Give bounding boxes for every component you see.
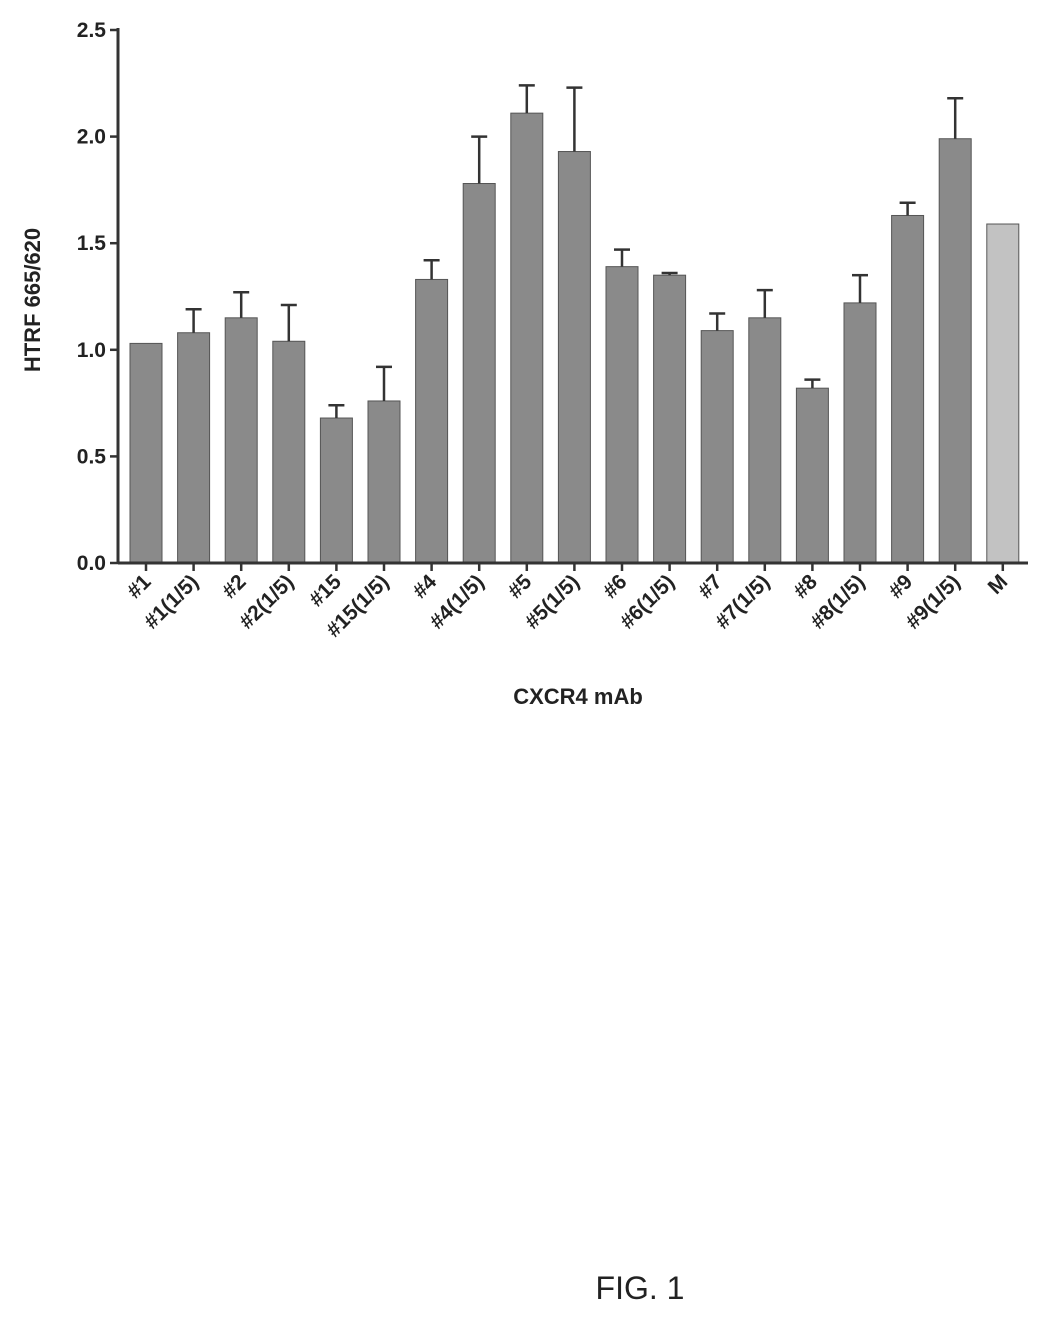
bar <box>510 112 544 564</box>
y-tick-label: 0.5 <box>77 445 107 468</box>
x-tick-label: #9(1/5) <box>901 570 964 633</box>
x-tick-label: #7(1/5) <box>711 570 774 633</box>
x-tick-label: #7 <box>694 570 727 603</box>
y-axis-title: HTRF 665/620 <box>20 228 45 372</box>
bar <box>653 274 687 564</box>
x-tick-label: #2 <box>218 570 251 603</box>
bar <box>795 387 829 564</box>
x-tick-label: #1(1/5) <box>140 570 203 633</box>
figure-caption: FIG. 1 <box>595 1270 685 1306</box>
y-tick-label: 1.0 <box>77 339 106 362</box>
x-tick-label: #1 <box>123 570 156 603</box>
x-tick-label: #6(1/5) <box>616 570 679 633</box>
bar <box>272 340 306 564</box>
x-tick-label: #8(1/5) <box>806 570 869 633</box>
x-tick-label: #9 <box>884 570 917 603</box>
y-tick-label: 2.0 <box>77 126 106 149</box>
bars-group <box>129 84 1020 564</box>
x-tick-label: #4(1/5) <box>425 570 488 633</box>
bar <box>367 400 401 564</box>
x-tick-label: #6 <box>599 570 632 603</box>
y-tick-label: 1.5 <box>77 232 107 255</box>
bar <box>843 302 877 564</box>
x-axis-title: CXCR4 mAb <box>513 684 643 709</box>
x-tick-label: #2(1/5) <box>235 570 298 633</box>
y-tick-label: 0.0 <box>77 552 106 575</box>
x-tick-label: #8 <box>789 570 822 603</box>
bar <box>938 138 972 564</box>
x-tick-label: #4 <box>408 570 441 603</box>
x-tick-label: #5(1/5) <box>521 570 584 633</box>
bar <box>319 417 353 564</box>
x-tick-label: #15 <box>305 570 346 611</box>
y-axis: 0.0 0.5 1.0 1.5 2.0 2.5 <box>77 19 120 575</box>
bar <box>415 278 449 564</box>
bar <box>891 214 925 564</box>
bar <box>462 183 496 564</box>
x-axis: #1#1(1/5) #2#2(1/5) #15#15(1/5) #4#4(1/5) #5… <box>118 561 1028 642</box>
y-tick-label: 2.5 <box>77 19 107 42</box>
bar <box>748 317 782 564</box>
bar <box>557 151 591 564</box>
bar <box>700 330 734 564</box>
x-tick-label: #5 <box>504 570 537 603</box>
bar <box>177 332 211 564</box>
bar <box>605 266 639 564</box>
bar <box>129 342 163 564</box>
bar <box>224 317 258 564</box>
x-tick-label: M <box>984 570 1013 599</box>
bar <box>986 223 1020 564</box>
